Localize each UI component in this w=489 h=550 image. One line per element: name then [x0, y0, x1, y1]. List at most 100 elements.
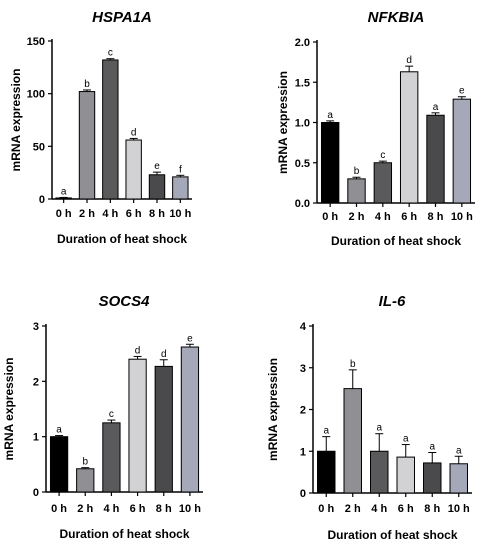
bar	[423, 462, 442, 494]
bar	[78, 91, 96, 200]
chart-title: NFKBIA	[368, 9, 425, 26]
x-tick-label: 8 h	[156, 503, 172, 515]
significance-letter: d	[131, 127, 137, 138]
x-tick-label: 2 h	[345, 503, 361, 515]
bar	[320, 122, 340, 204]
y-tick-label: 150	[27, 36, 45, 48]
significance-letter: b	[84, 79, 90, 90]
y-tick-label: 2	[300, 405, 306, 417]
significance-letter: e	[459, 86, 465, 97]
bar	[55, 197, 72, 200]
significance-letter: b	[82, 457, 88, 468]
bar	[426, 114, 445, 204]
significance-letter: a	[429, 442, 435, 453]
x-tick-label: 6 h	[401, 211, 417, 223]
x-tick-label: 0 h	[51, 503, 67, 515]
bar	[172, 176, 189, 200]
significance-letter: a	[61, 186, 67, 197]
x-tick-label: 10 h	[169, 208, 191, 220]
x-tick-label: 6 h	[130, 503, 146, 515]
y-axis-title: mRNA expression	[276, 71, 290, 174]
x-tick-label: 0 h	[318, 503, 334, 515]
x-axis-title: Duration of heat shock	[327, 528, 457, 542]
x-tick-label: 2 h	[77, 503, 93, 515]
significance-letter: c	[380, 150, 385, 161]
chart-panel-2: SOCS4 mRNA expression Duration of heat sho…	[2, 293, 203, 541]
y-tick-label: 100	[27, 89, 45, 101]
significance-letter: d	[135, 345, 141, 356]
bar	[449, 463, 468, 494]
bar	[373, 162, 393, 204]
bar	[128, 358, 147, 493]
x-tick-label: 8 h	[428, 211, 444, 223]
significance-letter: a	[456, 445, 462, 456]
bar	[180, 346, 200, 493]
y-tick-label: 4	[300, 321, 307, 333]
significance-letter: c	[109, 409, 114, 420]
y-axis-title: mRNA expression	[9, 69, 23, 172]
x-axis-title: Duration of heat shock	[59, 527, 189, 541]
bar	[125, 139, 142, 200]
bar	[154, 365, 173, 493]
significance-letter: f	[179, 164, 182, 175]
significance-letter: d	[406, 55, 412, 66]
y-tick-label: 3	[300, 363, 306, 375]
significance-letter: c	[108, 48, 113, 59]
y-tick-label: 1.0	[295, 118, 310, 130]
bar	[76, 468, 95, 493]
chart-panel-0: HSPA1A mRNA expression Duration of heat sh…	[9, 9, 192, 246]
bar	[102, 422, 121, 493]
bar	[370, 450, 389, 494]
chart-panel-3: IL-6 mRNA expression Duration of heat shoc…	[266, 293, 472, 542]
x-tick-label: 10 h	[179, 503, 201, 515]
bar	[343, 388, 362, 494]
chart-title: SOCS4	[99, 293, 151, 310]
y-tick-label: 0	[39, 194, 45, 206]
x-tick-label: 0 h	[322, 211, 338, 223]
x-tick-label: 2 h	[349, 211, 365, 223]
x-tick-label: 10 h	[451, 211, 473, 223]
x-tick-label: 8 h	[149, 208, 165, 220]
y-axis-title: mRNA expression	[2, 358, 16, 461]
significance-letter: e	[154, 161, 160, 172]
y-tick-label: 2.0	[295, 37, 310, 49]
bar	[347, 178, 366, 204]
y-tick-label: 50	[33, 141, 45, 153]
x-tick-label: 8 h	[424, 503, 440, 515]
x-tick-label: 4 h	[102, 208, 118, 220]
chart-title: HSPA1A	[92, 9, 152, 26]
bar	[148, 174, 166, 200]
x-axis-title: Duration of heat shock	[331, 234, 461, 248]
bar	[396, 456, 415, 494]
significance-letter: a	[376, 423, 382, 434]
significance-letter: e	[187, 333, 193, 344]
y-tick-label: 0	[33, 487, 39, 499]
significance-letter: a	[403, 434, 409, 445]
significance-letter: a	[323, 426, 329, 437]
significance-letter: d	[161, 349, 167, 360]
chart-title: IL-6	[379, 293, 406, 310]
y-tick-label: 3	[33, 321, 39, 333]
y-tick-label: 1.5	[295, 77, 310, 89]
significance-letter: a	[433, 102, 439, 113]
y-tick-label: 1	[33, 432, 39, 444]
significance-letter: b	[354, 166, 360, 177]
x-tick-label: 6 h	[398, 503, 414, 515]
x-tick-label: 0 h	[56, 208, 72, 220]
y-axis-title: mRNA expression	[266, 358, 280, 461]
bar	[452, 98, 472, 204]
x-tick-label: 6 h	[126, 208, 142, 220]
x-tick-label: 2 h	[79, 208, 95, 220]
y-tick-label: 0.5	[295, 158, 310, 170]
significance-letter: a	[327, 110, 333, 121]
y-tick-label: 1	[300, 446, 306, 458]
bar	[49, 436, 69, 493]
significance-letter: a	[56, 425, 62, 436]
significance-letter: b	[350, 359, 356, 370]
bar	[399, 71, 419, 204]
x-tick-label: 4 h	[371, 503, 387, 515]
y-tick-label: 0.0	[295, 198, 310, 210]
chart-panel-1: NFKBIA mRNA expression Duration of heat sh…	[276, 9, 475, 248]
x-tick-label: 4 h	[375, 211, 391, 223]
